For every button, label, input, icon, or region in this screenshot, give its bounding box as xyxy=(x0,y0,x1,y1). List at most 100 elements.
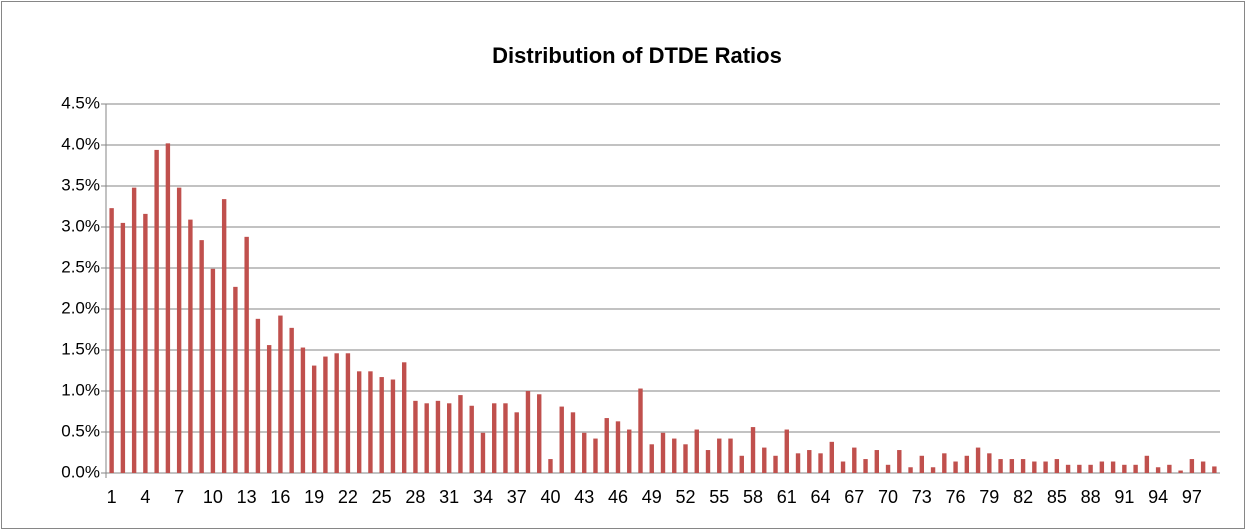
bar xyxy=(1212,466,1217,473)
x-tick-label: 97 xyxy=(1182,487,1202,507)
bar xyxy=(975,447,981,473)
bar xyxy=(548,459,553,473)
bar xyxy=(266,345,272,473)
x-tick-label: 40 xyxy=(540,487,560,507)
bar xyxy=(593,438,598,473)
bar xyxy=(401,362,407,473)
bar xyxy=(469,405,474,473)
x-tick-label: 64 xyxy=(811,487,831,507)
bar xyxy=(1155,467,1161,473)
x-tick-label: 16 xyxy=(270,487,290,507)
y-tick-label: 1.5% xyxy=(61,339,100,358)
y-tick-label: 1.0% xyxy=(61,380,100,399)
bar xyxy=(604,418,609,473)
x-tick-label: 88 xyxy=(1081,487,1101,507)
x-tick-label: 22 xyxy=(338,487,358,507)
bar xyxy=(413,400,418,473)
x-tick-label: 46 xyxy=(608,487,628,507)
bar xyxy=(492,403,497,473)
bar xyxy=(897,450,902,473)
bar xyxy=(818,453,823,473)
bar xyxy=(784,429,789,473)
bar xyxy=(807,450,812,473)
x-tick-label: 73 xyxy=(912,487,932,507)
bar xyxy=(379,377,384,473)
bar xyxy=(773,455,778,473)
bar xyxy=(1144,455,1150,473)
bar xyxy=(863,459,868,473)
bar xyxy=(356,371,362,473)
bar xyxy=(480,432,486,473)
bar xyxy=(1122,464,1127,473)
x-tick-label: 67 xyxy=(844,487,864,507)
bar xyxy=(953,461,958,473)
bar xyxy=(1178,470,1183,473)
bar xyxy=(188,219,193,473)
x-tick-label: 37 xyxy=(507,487,527,507)
x-tick-label: 76 xyxy=(946,487,966,507)
bar xyxy=(638,388,643,473)
bar xyxy=(503,403,508,473)
bar xyxy=(795,453,801,473)
bar xyxy=(615,421,621,473)
bar xyxy=(1032,461,1037,473)
y-tick-label: 2.0% xyxy=(61,298,100,317)
bar xyxy=(750,427,756,473)
bar xyxy=(694,429,699,473)
bar xyxy=(244,236,249,473)
bar xyxy=(143,213,148,473)
bar xyxy=(570,412,576,473)
y-tick-label: 2.5% xyxy=(61,257,100,276)
bar xyxy=(964,455,970,473)
bar xyxy=(1110,461,1116,473)
bar xyxy=(1189,459,1195,473)
bar xyxy=(672,438,677,473)
chart-title: Distribution of DTDE Ratios xyxy=(492,43,782,68)
bar xyxy=(829,441,834,473)
bar xyxy=(1054,459,1060,473)
x-tick-label: 34 xyxy=(473,487,493,507)
x-tick-label: 43 xyxy=(574,487,594,507)
x-tick-label: 28 xyxy=(405,487,425,507)
x-tick-label: 79 xyxy=(979,487,999,507)
bar xyxy=(1099,461,1105,473)
bar xyxy=(154,149,159,474)
bar xyxy=(537,394,542,473)
bar xyxy=(300,347,306,473)
x-tick-label: 52 xyxy=(675,487,695,507)
x-tick-label: 1 xyxy=(107,487,117,507)
x-tick-label: 19 xyxy=(304,487,324,507)
bar xyxy=(874,450,879,473)
bar xyxy=(435,400,441,473)
x-tick-label: 31 xyxy=(439,487,459,507)
bar xyxy=(1200,461,1206,473)
bar xyxy=(717,438,722,473)
bar xyxy=(131,187,137,473)
bar xyxy=(1009,459,1015,473)
y-tick-label: 4.0% xyxy=(61,134,100,153)
bar xyxy=(120,222,126,473)
bar xyxy=(739,455,744,473)
x-tick-label: 25 xyxy=(372,487,392,507)
bar xyxy=(987,453,992,473)
bar xyxy=(908,467,913,473)
bar xyxy=(311,365,317,473)
bar xyxy=(447,403,452,473)
bar xyxy=(525,391,531,473)
bar xyxy=(1077,464,1082,473)
bar xyxy=(323,356,328,473)
bar xyxy=(660,432,666,473)
bar xyxy=(762,447,767,473)
bar xyxy=(458,395,463,473)
x-tick-label: 58 xyxy=(743,487,763,507)
bar xyxy=(424,403,429,473)
bar xyxy=(345,353,351,473)
x-tick-label: 10 xyxy=(203,487,223,507)
x-tick-label: 55 xyxy=(709,487,729,507)
bar xyxy=(368,371,373,473)
bar xyxy=(221,199,227,473)
y-tick-label: 3.0% xyxy=(61,216,100,235)
x-tick-label: 82 xyxy=(1013,487,1033,507)
bar xyxy=(233,286,238,473)
